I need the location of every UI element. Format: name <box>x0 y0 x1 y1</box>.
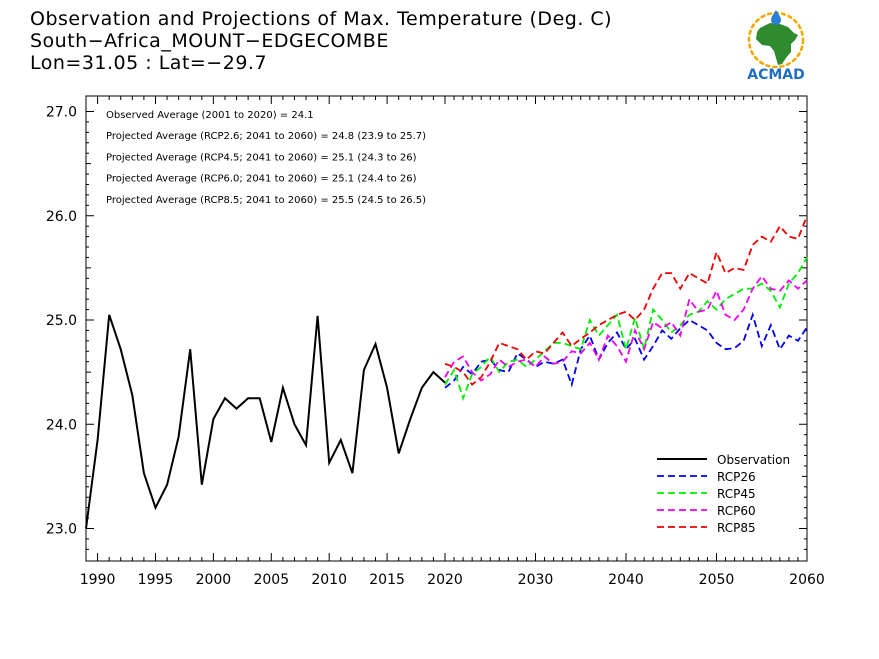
x-tick-label: 2060 <box>789 572 825 588</box>
y-tick-label: 27.0 <box>46 105 77 121</box>
series-line-rcp26 <box>444 311 808 389</box>
plot-frame <box>85 95 808 562</box>
y-tick-label: 25.0 <box>46 313 77 329</box>
average-annotation: Observed Average (2001 to 2020) = 24.1 <box>106 110 314 121</box>
series-line-rcp85 <box>444 215 808 386</box>
africa-map-icon <box>756 23 798 65</box>
legend-label-rcp85: RCP85 <box>717 521 756 535</box>
legend-label-rcp45: RCP45 <box>717 487 756 501</box>
series-line-rcp60 <box>444 274 808 382</box>
y-tick-label: 24.0 <box>46 417 77 433</box>
x-tick-label: 2040 <box>608 572 644 588</box>
average-annotation: Projected Average (RCP6.0; 2041 to 2060)… <box>106 174 417 185</box>
x-tick-label: 2015 <box>369 572 405 588</box>
acmad-logo: ACMAD <box>747 10 805 83</box>
water-drop-icon <box>771 10 781 25</box>
x-tick-label: 1995 <box>138 572 174 588</box>
x-tick-label: 2030 <box>518 572 554 588</box>
x-tick-label: 2005 <box>253 572 289 588</box>
average-annotation: Projected Average (RCP4.5; 2041 to 2060)… <box>106 152 417 163</box>
average-annotation: Projected Average (RCP2.6; 2041 to 2060)… <box>106 131 426 142</box>
series-line-observation <box>85 314 446 529</box>
x-tick-label: 2010 <box>311 572 347 588</box>
legend-label-observation: Observation <box>717 453 790 467</box>
average-annotation: Projected Average (RCP8.5; 2041 to 2060)… <box>106 195 426 206</box>
y-tick-label: 26.0 <box>46 209 77 225</box>
chart-title-block: Observation and Projections of Max. Temp… <box>30 8 612 74</box>
chart-title: Observation and Projections of Max. Temp… <box>30 8 613 30</box>
station-name: South−Africa_MOUNT−EDGECOMBE <box>30 30 389 52</box>
legend-label-rcp60: RCP60 <box>717 504 756 518</box>
logo-text: ACMAD <box>747 67 805 83</box>
series-line-rcp45 <box>444 256 808 401</box>
x-tick-label: 2000 <box>196 572 232 588</box>
legend-label-rcp26: RCP26 <box>717 470 756 484</box>
station-coordinates: Lon=31.05 : Lat=−29.7 <box>30 52 268 74</box>
x-tick-label: 1990 <box>80 572 116 588</box>
x-tick-label: 2050 <box>699 572 735 588</box>
y-tick-label: 23.0 <box>46 522 77 538</box>
x-tick-label: 2020 <box>427 572 463 588</box>
